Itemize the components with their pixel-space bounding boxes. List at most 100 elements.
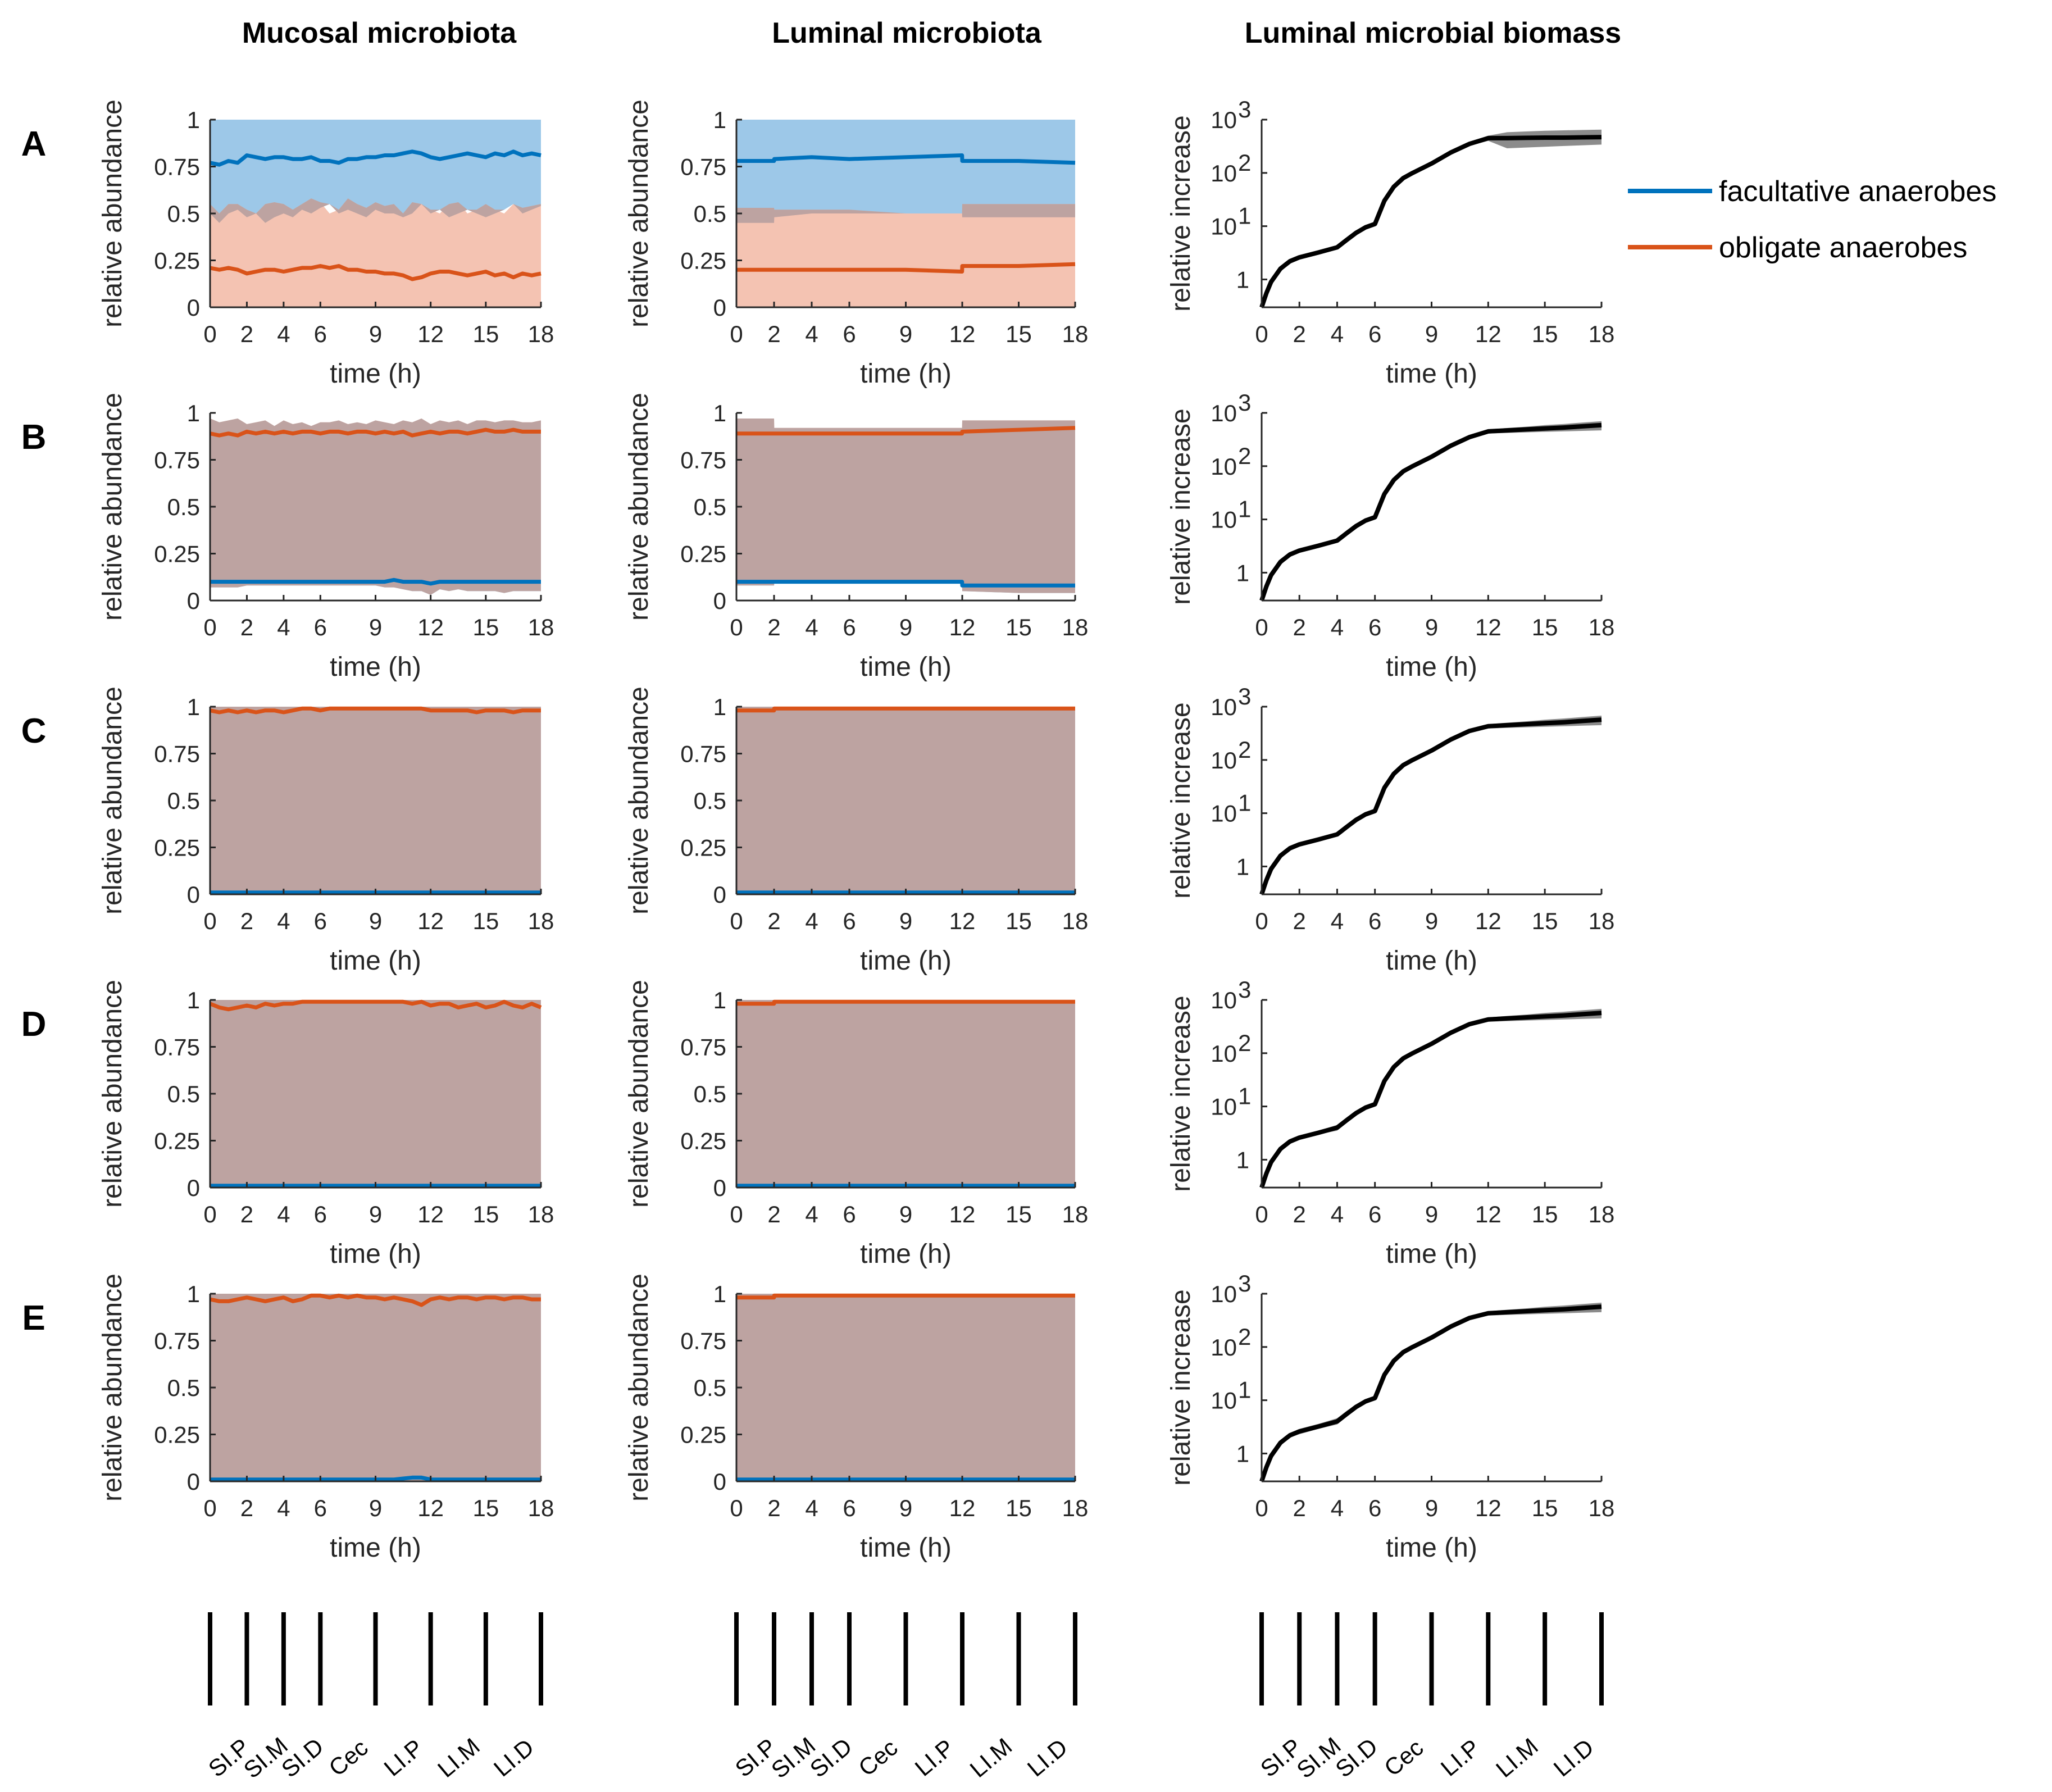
- y-tick-label: 10: [1211, 1040, 1237, 1067]
- facultative-line: [736, 580, 1075, 588]
- x-tick-label: 4: [805, 1201, 818, 1227]
- y-tick-label: 0.75: [154, 741, 200, 767]
- y-tick-label: 0.75: [680, 154, 726, 180]
- overlap-band: [736, 419, 1075, 593]
- row-label: B: [21, 418, 47, 457]
- x-axis-label: time (h): [860, 652, 952, 682]
- y-tick-label: 0.25: [154, 1128, 200, 1154]
- y-tick-label: 10: [1211, 453, 1237, 480]
- x-tick-label: 9: [1425, 1495, 1438, 1521]
- x-tick-label: 15: [472, 1201, 499, 1227]
- x-tick-label: 0: [1255, 321, 1268, 347]
- x-tick-label: 0: [730, 1495, 743, 1521]
- x-axis-label: time (h): [1386, 1533, 1477, 1563]
- x-tick-label: 12: [949, 321, 976, 347]
- x-tick-label: 12: [949, 908, 976, 934]
- x-tick-label: 18: [1589, 1201, 1615, 1227]
- y-tick-label: 10: [1211, 507, 1237, 533]
- x-tick-label: 6: [843, 321, 856, 347]
- y-axis-label: relative abundance: [624, 1273, 654, 1502]
- x-tick-label: 6: [843, 908, 856, 934]
- y-tick-exponent: 2: [1238, 736, 1251, 763]
- y-tick-exponent: 1: [1238, 203, 1251, 229]
- y-tick-label: 1: [713, 400, 726, 426]
- obligate-line: [210, 1293, 541, 1307]
- x-tick-label: 9: [899, 908, 912, 934]
- region-label: LI.D: [1022, 1734, 1072, 1782]
- x-tick-label: 2: [767, 908, 780, 934]
- overlap-band: [210, 1000, 541, 1188]
- x-tick-label: 6: [843, 1201, 856, 1227]
- x-tick-label: 9: [899, 1495, 912, 1521]
- y-tick-exponent: 2: [1238, 149, 1251, 176]
- column-title-mucosal: Mucosal microbiota: [242, 17, 517, 49]
- x-axis-label: time (h): [330, 1533, 421, 1563]
- x-tick-label: 4: [805, 1495, 818, 1521]
- x-tick-label: 6: [1368, 908, 1381, 934]
- y-tick-label: 0: [187, 881, 200, 908]
- y-tick-label: 0.5: [694, 201, 726, 227]
- obligate-line: [736, 1293, 1075, 1300]
- x-tick-label: 15: [1532, 1201, 1558, 1227]
- y-tick-label: 0: [187, 294, 200, 321]
- x-tick-label: 18: [1589, 908, 1615, 934]
- y-tick-label: 0.25: [680, 1128, 726, 1154]
- y-tick-label: 10: [1211, 400, 1237, 426]
- y-axis-label: relative abundance: [624, 393, 654, 621]
- x-tick-label: 12: [417, 1495, 444, 1521]
- x-axis-label: time (h): [1386, 946, 1477, 976]
- y-axis-label: relative increase: [1166, 115, 1196, 312]
- x-tick-label: 0: [730, 321, 743, 347]
- y-tick-label: 1: [187, 1281, 200, 1307]
- y-axis-label: relative abundance: [98, 1273, 128, 1502]
- y-tick-label: 0.25: [154, 835, 200, 861]
- x-tick-label: 18: [1062, 908, 1089, 934]
- x-tick-label: 15: [1005, 321, 1032, 347]
- biomass-line: [1259, 1304, 1602, 1482]
- x-axis-label: time (h): [1386, 652, 1477, 682]
- y-axis-label: relative increase: [1166, 1289, 1196, 1486]
- obligate-line: [736, 999, 1075, 1006]
- legend-label-obligate: obligate anaerobes: [1719, 231, 1967, 264]
- y-axis-label: relative abundance: [624, 686, 654, 915]
- region-label: LI.D: [1549, 1734, 1599, 1782]
- y-tick-label: 1: [713, 1281, 726, 1307]
- y-tick-label: 0.5: [167, 1375, 200, 1401]
- x-tick-label: 9: [1425, 1201, 1438, 1227]
- y-tick-exponent: 2: [1238, 443, 1251, 469]
- y-tick-exponent: 3: [1238, 389, 1251, 416]
- y-tick-label: 10: [1211, 107, 1237, 133]
- x-tick-label: 18: [1589, 321, 1615, 347]
- x-tick-label: 4: [277, 1495, 290, 1521]
- biomass-line: [1259, 1011, 1602, 1189]
- x-tick-label: 12: [949, 614, 976, 640]
- x-tick-label: 2: [1293, 614, 1306, 640]
- x-tick-label: 2: [1293, 321, 1306, 347]
- region-label: LI.P: [1436, 1734, 1485, 1781]
- x-tick-label: 9: [899, 614, 912, 640]
- x-tick-label: 6: [1368, 1201, 1381, 1227]
- x-tick-label: 18: [1062, 321, 1089, 347]
- region-label: LI.M: [965, 1733, 1017, 1783]
- y-tick-label: 0.5: [167, 1081, 200, 1107]
- y-tick-label: 1: [713, 987, 726, 1013]
- y-tick-label: 10: [1211, 694, 1237, 720]
- region-label: Cec: [1379, 1734, 1428, 1781]
- y-tick-label: 1: [1236, 1440, 1249, 1467]
- region-label: SI.D: [276, 1733, 329, 1783]
- x-tick-label: 12: [417, 614, 444, 640]
- region-label: LI.D: [489, 1734, 539, 1782]
- y-tick-label: 10: [1211, 1388, 1237, 1414]
- x-tick-label: 9: [899, 1201, 912, 1227]
- facultative-band: [736, 120, 1075, 223]
- biomass-line: [1259, 422, 1602, 602]
- region-label: SI.D: [1330, 1733, 1382, 1783]
